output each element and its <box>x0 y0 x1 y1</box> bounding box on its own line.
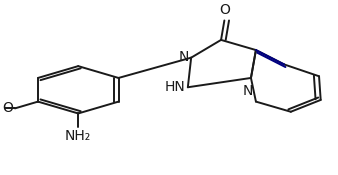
Text: NH₂: NH₂ <box>65 129 91 143</box>
Text: O: O <box>2 101 13 115</box>
Text: HN: HN <box>164 80 185 94</box>
Text: N: N <box>242 84 253 98</box>
Text: O: O <box>220 3 231 17</box>
Text: N: N <box>178 50 189 64</box>
